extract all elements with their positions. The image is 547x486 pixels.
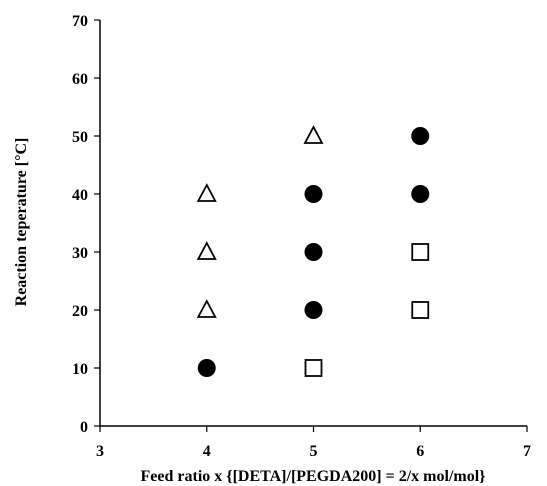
y-tick-label: 40 <box>72 187 88 204</box>
data-point-filled-circle <box>304 243 323 261</box>
data-point-open-triangle <box>196 299 217 318</box>
y-tick-label: 50 <box>72 129 88 146</box>
data-point-open-triangle <box>196 183 217 202</box>
data-point-filled-circle <box>304 301 323 319</box>
y-axis-ticks: 0 10 20 30 40 50 60 70 <box>72 13 100 436</box>
data-point-filled-circle <box>411 127 430 145</box>
data-point-open-square <box>411 301 430 319</box>
x-tick-label: 3 <box>96 443 104 460</box>
data-point-filled-circle <box>304 185 323 203</box>
x-tick-label: 4 <box>203 443 211 460</box>
data-point-filled-circle <box>411 185 430 203</box>
y-tick-label: 60 <box>72 71 88 88</box>
x-axis-label: Feed ratio x {[DETA]/[PEGDA200] = 2/x mo… <box>141 468 486 485</box>
y-axis-label: Reaction teperature [°C] <box>13 138 30 307</box>
data-point-filled-circle <box>197 359 216 377</box>
y-tick-label: 70 <box>72 13 88 30</box>
plot-frame <box>99 20 527 427</box>
data-point-open-square <box>304 359 323 377</box>
y-tick-label: 20 <box>72 303 88 320</box>
data-point-open-triangle <box>303 125 324 144</box>
y-tick-label: 10 <box>72 361 88 378</box>
x-axis-ticks: 3 4 5 6 7 <box>96 426 531 460</box>
data-point-open-square <box>411 243 430 261</box>
y-tick-label: 30 <box>72 245 88 262</box>
x-tick-label: 7 <box>523 443 531 460</box>
x-tick-label: 5 <box>310 443 318 460</box>
data-markers <box>196 125 430 377</box>
y-tick-label: 0 <box>80 419 88 436</box>
data-point-open-triangle <box>196 241 217 260</box>
x-tick-label: 6 <box>416 443 424 460</box>
